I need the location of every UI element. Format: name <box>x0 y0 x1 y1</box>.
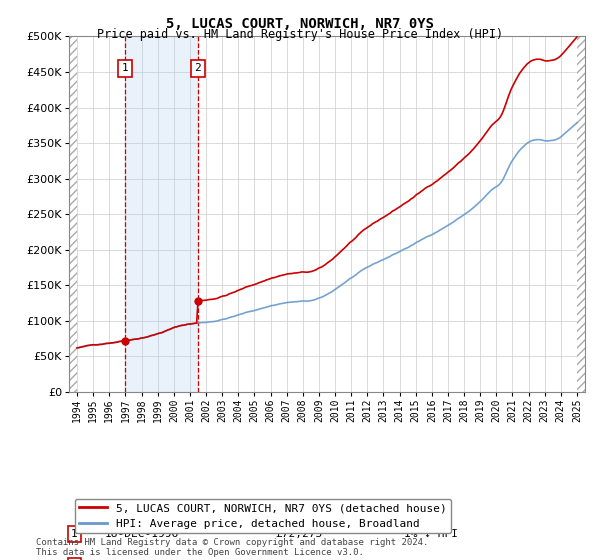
Legend: 5, LUCAS COURT, NORWICH, NR7 0YS (detached house), HPI: Average price, detached : 5, LUCAS COURT, NORWICH, NR7 0YS (detach… <box>74 499 451 533</box>
Text: 5, LUCAS COURT, NORWICH, NR7 0YS: 5, LUCAS COURT, NORWICH, NR7 0YS <box>166 17 434 31</box>
Text: 2: 2 <box>194 63 201 73</box>
Text: Price paid vs. HM Land Registry's House Price Index (HPI): Price paid vs. HM Land Registry's House … <box>97 28 503 41</box>
Text: £72,275: £72,275 <box>275 529 323 539</box>
Text: 1: 1 <box>71 529 77 539</box>
Text: 1% ↓ HPI: 1% ↓ HPI <box>404 529 458 539</box>
Bar <box>577 36 585 392</box>
Text: 1: 1 <box>121 63 128 73</box>
Text: 18-DEC-1996: 18-DEC-1996 <box>105 529 179 539</box>
Bar <box>69 36 77 392</box>
Text: Contains HM Land Registry data © Crown copyright and database right 2024.
This d: Contains HM Land Registry data © Crown c… <box>36 538 428 557</box>
Bar <box>125 36 198 392</box>
